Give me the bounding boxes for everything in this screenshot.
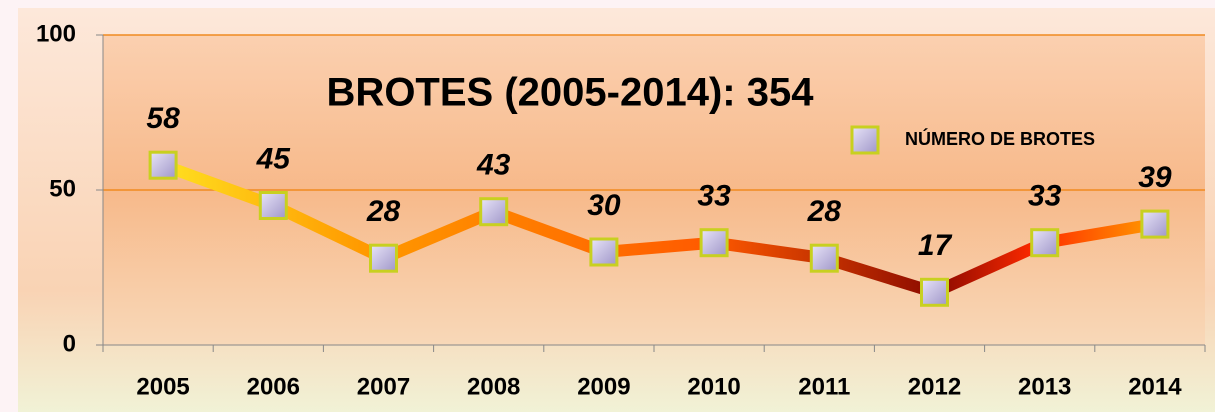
- x-tick-label: 2013: [1018, 373, 1071, 400]
- data-label: 58: [146, 102, 180, 135]
- data-label: 39: [1138, 161, 1172, 194]
- data-label: 43: [476, 149, 511, 182]
- marker: [699, 228, 729, 258]
- x-tick-label: 2014: [1128, 373, 1182, 400]
- x-tick-label: 2008: [467, 373, 520, 400]
- x-tick-label: 2006: [247, 373, 300, 400]
- data-label: 28: [807, 195, 842, 228]
- legend-label: NÚMERO DE BROTES: [905, 128, 1095, 149]
- marker: [369, 243, 398, 273]
- y-tick-label: 50: [49, 175, 76, 202]
- marker: [1140, 209, 1170, 239]
- x-tick-label: 2009: [577, 373, 630, 400]
- marker: [479, 197, 509, 227]
- data-label: 45: [256, 142, 292, 175]
- x-tick-label: 2011: [798, 373, 850, 400]
- y-tick-label: 100: [36, 20, 76, 47]
- x-tick-label: 2007: [357, 373, 410, 400]
- marker: [148, 150, 178, 180]
- data-label: 28: [366, 195, 401, 228]
- x-tick-label: 2005: [136, 373, 189, 400]
- legend-marker: [850, 125, 880, 155]
- chart-title: BROTES (2005-2014): 354: [327, 71, 815, 115]
- line: [161, 159, 1156, 299]
- marker: [258, 191, 288, 220]
- data-label: 30: [587, 189, 621, 222]
- y-tick-label: 0: [63, 330, 76, 357]
- marker: [589, 237, 619, 267]
- marker: [1030, 228, 1060, 258]
- x-tick-label: 2012: [908, 373, 961, 400]
- marker: [809, 243, 839, 273]
- data-label: 17: [918, 229, 953, 262]
- data-label: 33: [1028, 180, 1062, 213]
- data-label: 33: [697, 180, 731, 213]
- x-tick-label: 2010: [687, 373, 740, 400]
- marker: [920, 277, 949, 307]
